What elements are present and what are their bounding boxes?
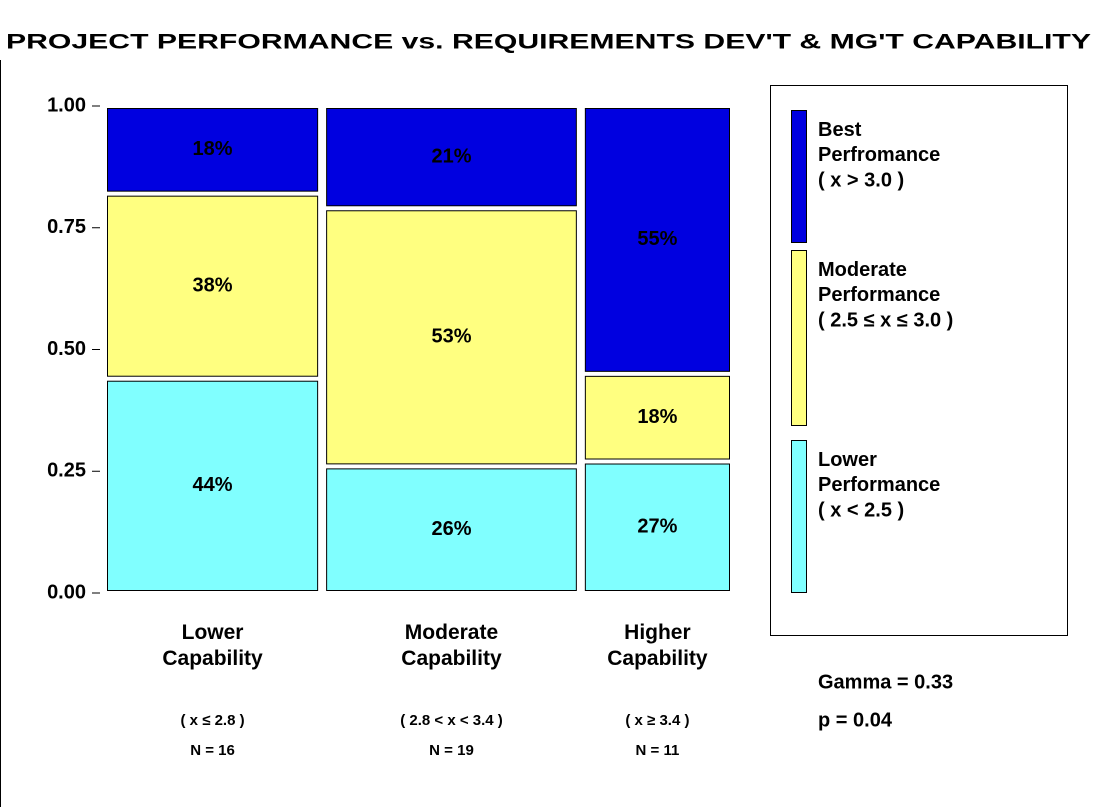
segment [107,108,319,192]
segment-label: 18% [637,406,677,428]
legend-swatch [791,250,807,426]
chart-title: PROJECT PERFORMANCE vs. REQUIREMENTS DEV… [6,31,1091,54]
x-category-label-box: Higher Capability [607,621,708,671]
y-tick-label: 0.00 [47,581,86,603]
segment [326,468,577,592]
segment [584,375,731,460]
legend-label: Best Perfromance [818,119,941,166]
segment-label: 21% [431,145,471,167]
segment [584,108,731,372]
segment [107,195,319,377]
y-tick-label: 1.00 [47,94,86,116]
segment [326,210,577,465]
legend-range: ( x < 2.5 ) [818,499,904,521]
x-category-n: N = 19 [429,742,474,759]
segment-label: 26% [431,518,471,540]
segment-label: 53% [431,326,471,348]
legend-label: Moderate Performance [818,259,941,306]
x-category-n: N = 11 [636,742,680,759]
segment [326,108,577,207]
x-category-label: Higher Capability [607,621,708,671]
legend-box [770,85,1068,636]
y-tick-label: 0.25 [47,460,86,482]
segment-label: 27% [637,516,677,538]
annotation: p = 0.04 [818,709,893,731]
x-category-label-box: Moderate Capability [401,621,502,671]
legend-swatch [791,110,807,243]
legend-label: Lower Performance [818,449,941,496]
segment-label: 44% [193,474,233,496]
x-category-range: ( x ≤ 2.8 ) [181,712,245,729]
x-category-label: Lower Capability [162,621,263,671]
y-tick-label: 0.50 [47,338,86,360]
legend-range: ( 2.5 ≤ x ≤ 3.0 ) [818,309,953,331]
legend-label-box: Moderate Performance [818,259,941,306]
x-category-label-box: Lower Capability [162,621,263,671]
segment [584,463,731,592]
x-category-range: ( x ≥ 3.4 ) [625,712,689,729]
segment-label: 18% [193,138,233,160]
legend-label-box: Lower Performance [818,449,941,496]
legend-range: ( x > 3.0 ) [818,169,904,191]
x-category-range: ( 2.8 < x < 3.4 ) [400,712,503,729]
x-category-label: Moderate Capability [401,621,502,671]
annotation: Gamma = 0.33 [818,671,953,693]
x-category-n: N = 16 [190,742,235,759]
segment-label: 55% [637,228,677,250]
segment-label: 38% [193,274,233,296]
legend-swatch [791,440,807,593]
legend-label-box: Best Perfromance [818,119,941,166]
segment [107,380,319,591]
y-tick-label: 0.75 [47,216,86,238]
